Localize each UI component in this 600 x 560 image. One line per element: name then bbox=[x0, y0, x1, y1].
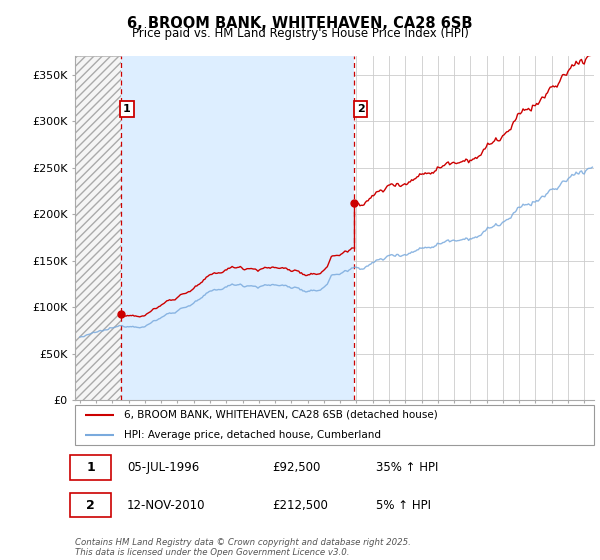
Text: £212,500: £212,500 bbox=[272, 499, 328, 512]
Text: Contains HM Land Registry data © Crown copyright and database right 2025.
This d: Contains HM Land Registry data © Crown c… bbox=[75, 538, 411, 557]
Bar bbox=[75, 56, 121, 400]
Text: 1: 1 bbox=[86, 461, 95, 474]
Text: 5% ↑ HPI: 5% ↑ HPI bbox=[376, 499, 431, 512]
FancyBboxPatch shape bbox=[70, 493, 112, 517]
Text: 2: 2 bbox=[357, 104, 365, 114]
FancyBboxPatch shape bbox=[70, 455, 112, 479]
Text: 6, BROOM BANK, WHITEHAVEN, CA28 6SB (detached house): 6, BROOM BANK, WHITEHAVEN, CA28 6SB (det… bbox=[124, 410, 438, 420]
Text: 12-NOV-2010: 12-NOV-2010 bbox=[127, 499, 205, 512]
Text: 05-JUL-1996: 05-JUL-1996 bbox=[127, 461, 199, 474]
Text: 1: 1 bbox=[123, 104, 131, 114]
Text: 6, BROOM BANK, WHITEHAVEN, CA28 6SB: 6, BROOM BANK, WHITEHAVEN, CA28 6SB bbox=[127, 16, 473, 31]
Text: 35% ↑ HPI: 35% ↑ HPI bbox=[376, 461, 439, 474]
Text: Price paid vs. HM Land Registry's House Price Index (HPI): Price paid vs. HM Land Registry's House … bbox=[131, 27, 469, 40]
Bar bbox=[121, 56, 355, 400]
Text: 2: 2 bbox=[86, 499, 95, 512]
Text: HPI: Average price, detached house, Cumberland: HPI: Average price, detached house, Cumb… bbox=[124, 430, 382, 440]
Text: £92,500: £92,500 bbox=[272, 461, 320, 474]
